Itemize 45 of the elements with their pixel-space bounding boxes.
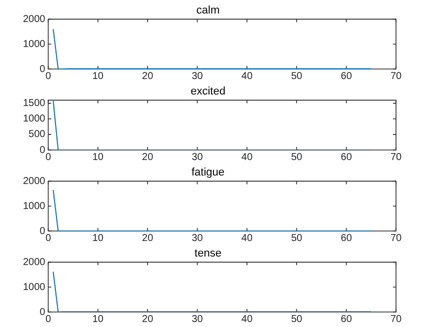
x-tick-label: 10: [92, 152, 104, 163]
chart-title: fatigue: [191, 166, 225, 179]
y-tick-label: 1000: [22, 200, 46, 212]
y-tick-label: 1000: [22, 114, 46, 125]
x-tick-label: 40: [241, 70, 253, 82]
x-tick-label: 50: [291, 152, 303, 163]
chart-title: tense: [194, 248, 222, 260]
x-tick-label: 30: [192, 232, 204, 244]
x-tick-label: 30: [192, 70, 204, 82]
x-tick-label: 40: [241, 152, 253, 163]
x-tick-label: 30: [192, 314, 204, 325]
x-tick-label: 60: [340, 152, 352, 163]
y-tick-label: 0: [40, 306, 46, 318]
y-tick-label: 0: [40, 64, 46, 75]
x-tick-label: 20: [142, 232, 154, 244]
x-tick-label: 40: [241, 232, 253, 244]
x-tick-label: 10: [92, 70, 104, 82]
x-tick-label: 60: [340, 232, 352, 244]
x-tick-label: 50: [291, 232, 303, 244]
y-tick-label: 2000: [22, 176, 46, 187]
x-tick-label: 10: [92, 232, 104, 244]
x-tick-label: 70: [390, 232, 402, 244]
x-tick-label: 30: [192, 152, 204, 163]
y-tick-label: 500: [28, 129, 46, 140]
y-tick-label: 0: [40, 226, 46, 237]
x-tick-label: 20: [142, 314, 154, 325]
y-tick-label: 2000: [22, 256, 46, 268]
y-tick-label: 1000: [22, 38, 46, 50]
x-tick-label: 70: [390, 70, 402, 82]
x-tick-label: 70: [390, 314, 402, 325]
y-tick-label: 0: [40, 144, 46, 156]
x-tick-label: 60: [340, 314, 352, 325]
x-tick-label: 10: [92, 314, 104, 325]
x-tick-label: 20: [142, 70, 154, 82]
y-tick-label: 1500: [22, 98, 46, 110]
chart-title: excited: [190, 86, 226, 98]
x-tick-label: 60: [340, 70, 352, 82]
x-tick-label: 40: [241, 314, 253, 325]
x-tick-label: 20: [142, 152, 154, 163]
x-tick-label: 50: [291, 314, 303, 325]
x-tick-label: 50: [291, 70, 303, 82]
chart-title: calm: [196, 4, 220, 17]
y-tick-label: 1000: [22, 282, 46, 293]
y-tick-label: 2000: [22, 14, 46, 25]
x-tick-label: 70: [390, 152, 402, 163]
